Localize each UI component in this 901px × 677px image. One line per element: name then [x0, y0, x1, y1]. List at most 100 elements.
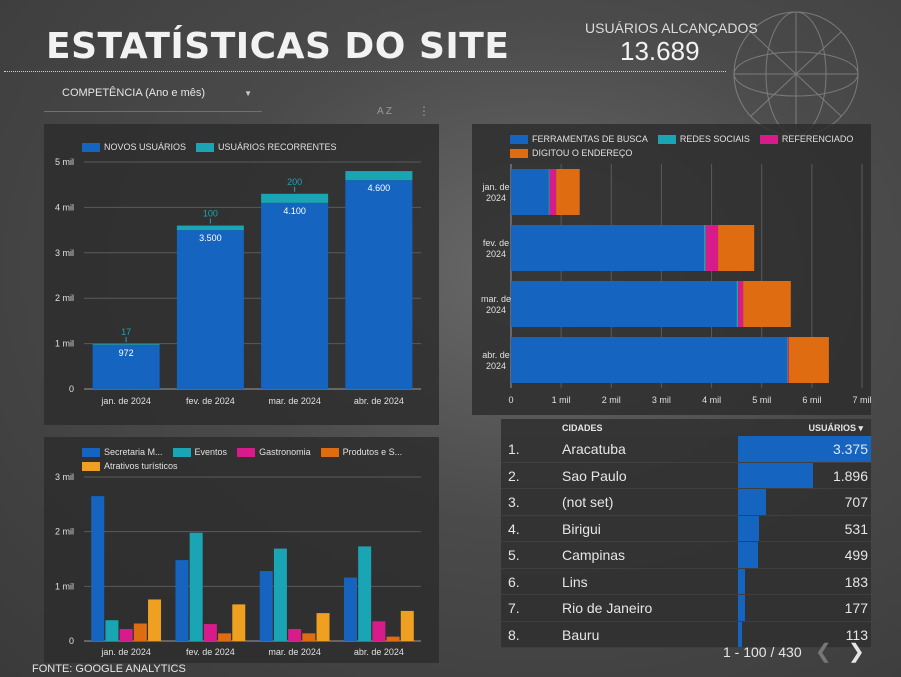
new-vs-returning-users-chart: NOVOS USUÁRIOS USUÁRIOS RECORRENTES 0 1 mi…: [44, 124, 439, 425]
y-tick-label: 2 mil: [55, 527, 74, 537]
legend-swatch: [82, 142, 100, 152]
city-name: Rio de Janeiro: [562, 600, 653, 616]
bar-returning-users: [176, 225, 244, 231]
table-row[interactable]: 8. Bauru 113: [501, 621, 871, 648]
legend-swatch: [82, 447, 100, 457]
x-tick-label: 6 mil: [802, 395, 821, 405]
chevron-right-icon[interactable]: ❯: [848, 641, 865, 663]
legend-item[interactable]: REFERENCIADO: [759, 132, 853, 146]
sort-az-icon[interactable]: A Z: [377, 106, 393, 117]
bar-category-1: [105, 620, 119, 641]
bar-segment-1: [736, 281, 739, 327]
chart-legend: FERRAMENTAS DE BUSCA REDES SOCIAIS REFEREN…: [510, 132, 865, 160]
users-bar: [738, 621, 743, 647]
legend-label: REDES SOCIAIS: [679, 134, 750, 144]
bar-category-4: [400, 610, 414, 641]
chart-canvas: 0 1 mil 2 mil 3 mil jan. de 2024 fev. de 2024…: [55, 472, 421, 657]
bar-new-users: [176, 230, 244, 389]
users-bar: [738, 436, 871, 462]
bar-segment-0: [511, 169, 549, 215]
y-tick-label: 4 mil: [55, 202, 74, 212]
city-name: Lins: [562, 573, 588, 590]
column-header-cities[interactable]: CIDADES: [562, 423, 603, 433]
chart-canvas: 0 1 mil 2 mil 3 mil 4 mil 5 mil 972 17 jan. de 2…: [55, 157, 421, 406]
bar-category-4: [148, 599, 162, 641]
users-bar: [738, 462, 813, 488]
data-label: 3.500: [199, 233, 222, 243]
kpi-value: 13.689: [620, 36, 700, 66]
bar-segment-0: [511, 225, 705, 271]
legend-swatch: [196, 142, 215, 152]
bar-segment-0: [511, 281, 737, 327]
x-tick-label: 3 mil: [652, 395, 671, 405]
legend-item[interactable]: USUÁRIOS RECORRENTES: [196, 140, 337, 154]
legend-swatch: [237, 447, 256, 457]
city-name: Birigui: [562, 520, 601, 537]
bar-segment-3: [743, 281, 791, 327]
legend-item[interactable]: Produtos e S...: [320, 445, 402, 459]
x-tick-label: fev. de 2024: [186, 647, 235, 657]
table-row[interactable]: 2. Sao Paulo 1.896: [501, 462, 871, 489]
users-bar: [738, 515, 759, 541]
source-note: FONTE: GOOGLE ANALYTICS: [32, 663, 186, 675]
user-count: 3.375: [832, 441, 868, 457]
bar-category-0: [343, 577, 357, 641]
bar-segment-2: [705, 225, 719, 271]
y-tick-label: 2024: [486, 361, 506, 371]
legend-item[interactable]: NOVOS USUÁRIOS: [82, 140, 186, 154]
more-options-icon[interactable]: ⋮: [418, 104, 430, 118]
bar-category-2: [119, 628, 133, 641]
y-tick-label: 2024: [486, 193, 506, 203]
legend-item[interactable]: Secretaria M...: [82, 445, 163, 459]
row-rank: 1.: [508, 441, 520, 457]
legend-item[interactable]: DIGITOU O ENDEREÇO: [510, 146, 632, 160]
y-tick-label: 0: [69, 636, 74, 646]
bar-category-2: [203, 624, 217, 641]
table-row[interactable]: 4. Birigui 531: [501, 515, 871, 542]
bar-category-1: [189, 532, 203, 641]
bar-category-0: [175, 560, 189, 641]
bar-new-users: [261, 202, 329, 389]
table-row[interactable]: 3. (not set) 707: [501, 489, 871, 516]
bar-segment-1: [548, 169, 550, 215]
chevron-left-icon[interactable]: ❮: [815, 641, 832, 663]
bar-category-0: [259, 571, 273, 641]
table-row[interactable]: 6. Lins 183: [501, 568, 871, 595]
cities-table: CIDADES USUÁRIOS ▾ 1. Aracatuba 3.375 2. Sao…: [501, 419, 871, 648]
column-header-users[interactable]: USUÁRIOS ▾: [808, 423, 863, 433]
table-row[interactable]: 1. Aracatuba 3.375: [501, 436, 871, 463]
bar-category-3: [302, 633, 316, 641]
bar-segment-2: [738, 281, 744, 327]
legend-label: Secretaria M...: [104, 447, 163, 457]
bar-category-3: [133, 623, 147, 641]
page-title: ESTATÍSTICAS DO SITE: [46, 26, 510, 67]
y-tick-label: 0: [69, 384, 74, 394]
legend-label: Gastronomia: [259, 447, 311, 457]
bar-category-4: [232, 604, 246, 641]
competencia-filter-dropdown[interactable]: COMPETÊNCIA (Ano e mês) ▼: [44, 80, 262, 112]
row-rank: 6.: [508, 573, 520, 590]
table-row[interactable]: 7. Rio de Janeiro 177: [501, 595, 871, 622]
legend-swatch: [172, 447, 191, 457]
users-bar: [738, 489, 766, 515]
legend-item[interactable]: Eventos: [172, 445, 227, 459]
legend-item[interactable]: Gastronomia: [237, 445, 311, 459]
y-tick-label: abr. de: [482, 350, 510, 360]
table-row[interactable]: 5. Campinas 499: [501, 542, 871, 569]
x-tick-label: 1 mil: [552, 395, 571, 405]
city-name: (not set): [562, 494, 614, 510]
user-count: 499: [844, 547, 868, 563]
data-label: 972: [119, 348, 134, 358]
table-body: 1. Aracatuba 3.375 2. Sao Paulo 1.896 3. (not s…: [501, 436, 871, 648]
bar-segment-3: [556, 169, 580, 215]
user-count: 531: [844, 520, 868, 537]
users-bar: [738, 542, 758, 568]
kpi-label: USUÁRIOS ALCANÇADOS: [585, 20, 758, 36]
page-categories-chart: Secretaria M... Eventos Gastronomia Produto…: [44, 437, 439, 663]
legend-item[interactable]: FERRAMENTAS DE BUSCA: [510, 132, 648, 146]
legend-item[interactable]: REDES SOCIAIS: [657, 132, 750, 146]
y-tick-label: fev. de: [483, 238, 509, 248]
y-tick-label: 2 mil: [55, 293, 74, 303]
y-tick-label: 2024: [486, 305, 506, 315]
legend-item[interactable]: Atrativos turísticos: [82, 459, 178, 473]
